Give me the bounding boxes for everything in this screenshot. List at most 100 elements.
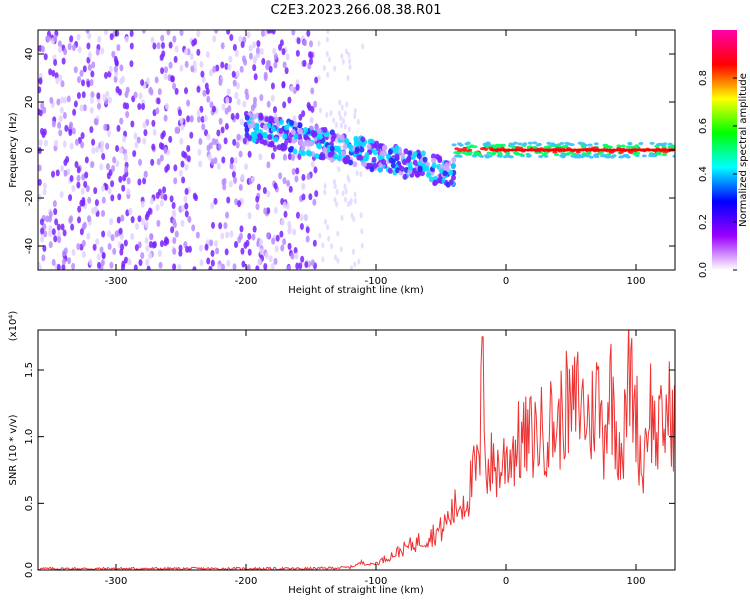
spectrogram-cell (143, 170, 148, 178)
spectrogram-cell (341, 58, 345, 65)
spectrogram-cell (288, 185, 293, 193)
spectrogram-cell (417, 166, 423, 173)
spectrogram-cell (629, 145, 635, 149)
spectrogram-cell (320, 137, 326, 144)
spectrogram-cell (43, 230, 48, 238)
spectrogram-cell (541, 153, 547, 157)
spectrogram-cell (263, 262, 268, 270)
spectrogram-cell (632, 152, 638, 156)
spectrogram-cell (345, 101, 349, 108)
spectrogram-cell (165, 237, 170, 245)
spectrogram-cell (191, 39, 196, 47)
spectrogram-cell (187, 215, 192, 223)
spectrogram-cell (218, 117, 223, 125)
spectrogram-cell (80, 132, 85, 140)
spectrogram-cell (291, 168, 296, 176)
spectrogram-cell (63, 159, 68, 167)
spectrogram-cell (223, 137, 228, 145)
spectrogram-cell (334, 254, 338, 261)
spectrogram-cell (464, 142, 470, 146)
spectrogram-cell (116, 124, 121, 132)
spectrogram-cell (248, 44, 253, 52)
spectrogram-cell (145, 258, 150, 266)
spectrogram-cell (196, 30, 201, 38)
spectrogram-cell (301, 183, 306, 191)
colorbar-axes: 0.0 0.2 0.4 0.6 0.8 (698, 70, 737, 278)
spectrogram-cell (278, 43, 283, 51)
spectrogram-cell (343, 196, 347, 203)
spectrogram-cell (414, 171, 420, 178)
spectrogram-cell (306, 172, 311, 180)
spectrogram-cell (77, 46, 82, 54)
spectrogram-cell (91, 207, 96, 215)
spectrogram-cell (67, 257, 72, 265)
spectrogram-cell (224, 122, 229, 130)
spectrogram-cell (51, 228, 56, 236)
spectrogram-cell (144, 237, 149, 245)
spectrogram-cell (178, 249, 183, 257)
spectrogram-cell (336, 155, 342, 162)
spectrogram-cell (290, 129, 296, 136)
spectrogram-y-tick-label: 40 (24, 48, 35, 61)
spectrogram-cell (91, 61, 96, 69)
snr-x-tick-label: -200 (235, 576, 258, 587)
spectrogram-cell (270, 262, 275, 270)
spectrogram-cell (235, 82, 240, 90)
spectrogram-cell (339, 114, 343, 121)
spectrogram-cell (179, 117, 184, 125)
spectrogram-cell (422, 156, 428, 163)
spectrogram-cell (518, 153, 524, 157)
spectrogram-cell (247, 135, 253, 142)
spectrogram-cell (68, 123, 73, 131)
spectrogram-cell (206, 95, 211, 103)
spectrogram-cell (225, 96, 230, 104)
spectrogram-cell (360, 136, 366, 143)
spectrogram-cell (192, 266, 197, 270)
spectrogram-cell (308, 193, 313, 201)
spectrogram-cell (314, 153, 320, 160)
spectrogram-cell (453, 151, 459, 155)
spectrogram-cell (95, 48, 100, 56)
spectrogram-cell (390, 162, 396, 169)
colorbar-gradient (712, 30, 737, 270)
spectrogram-cell (183, 195, 188, 203)
spectrogram-cell (173, 55, 178, 63)
spectrogram-cell (160, 143, 165, 151)
snr-frame (37, 329, 676, 571)
spectrogram-cell (306, 101, 311, 109)
spectrogram-cell (256, 183, 261, 191)
spectrogram-cell (273, 206, 278, 214)
spectrogram-cell (115, 145, 120, 153)
spectrogram-cell (150, 36, 155, 44)
spectrogram-cell (353, 198, 357, 205)
snr-axes: -300 -200 -100 0 100 0.0 0.5 1.0 1.5 (24, 330, 675, 587)
spectrogram-cell (146, 265, 151, 270)
spectrogram-cell (282, 153, 287, 161)
spectrogram-cell (179, 30, 184, 37)
spectrogram-cell (352, 161, 358, 168)
spectrogram-cell (61, 264, 66, 270)
spectrogram-cell (41, 254, 46, 262)
spectrogram-cell (326, 30, 330, 35)
spectrogram-cell (230, 157, 235, 165)
spectrogram-cell (53, 208, 58, 216)
spectrogram-cell (61, 258, 66, 266)
spectrogram-cell (532, 141, 538, 145)
spectrogram-cell (100, 259, 105, 267)
spectrogram-cell (184, 60, 189, 68)
spectrogram-cell (244, 163, 249, 171)
spectrogram-cell (80, 141, 85, 149)
spectrogram-cell (316, 142, 322, 149)
spectrogram-cell (101, 209, 106, 217)
spectrogram-cell (48, 241, 53, 249)
colorbar-tick-label: 0.6 (698, 118, 709, 134)
spectrogram-cell (571, 152, 577, 156)
spectrogram-cell (259, 138, 265, 145)
spectrogram-cell (140, 79, 145, 87)
spectrogram-cell (169, 195, 174, 203)
spectrogram-cell (257, 258, 262, 266)
spectrogram-cell (260, 30, 265, 37)
spectrogram-cell (73, 66, 78, 74)
spectrogram-cell (284, 67, 289, 75)
spectrogram-cell (347, 143, 353, 150)
